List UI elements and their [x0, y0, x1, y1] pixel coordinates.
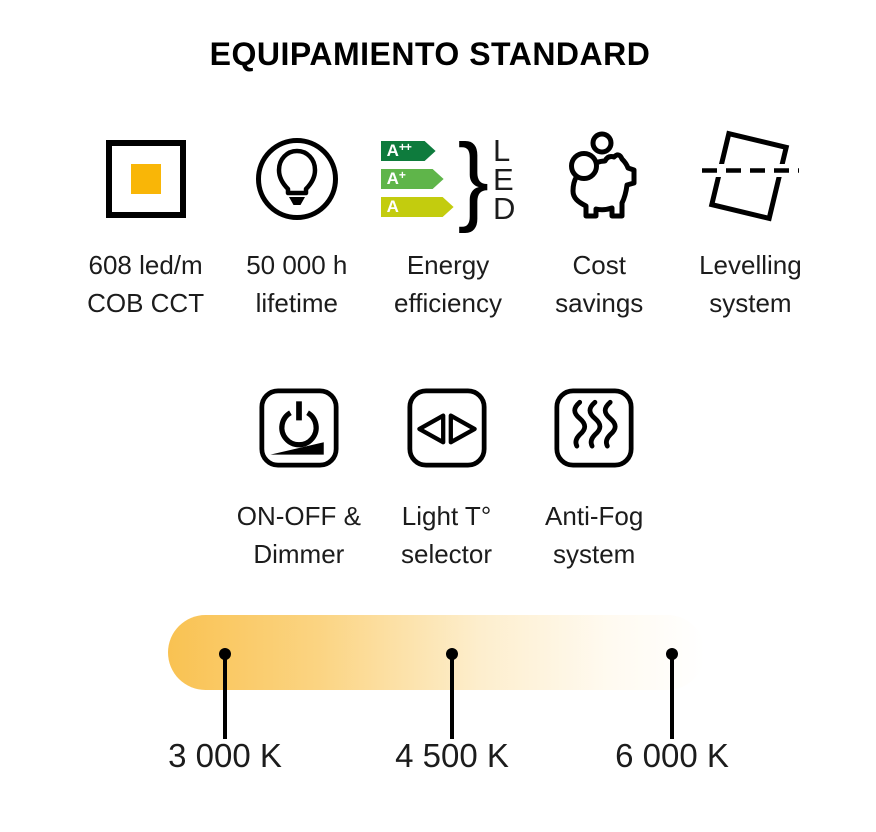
marker-stem [223, 658, 227, 739]
temp-label: 4 500 K [395, 737, 509, 774]
piggy-bank-icon [560, 126, 638, 232]
energy-class-a-plus: A + [381, 169, 444, 189]
brace-glyph: } [457, 123, 490, 234]
feature-anti-fog: Anti-Fog system [520, 387, 668, 573]
levelling-icon [701, 126, 799, 232]
marker-dot [219, 648, 231, 660]
temp-label: 6 000 K [615, 737, 729, 774]
energy-class-a: A [381, 197, 454, 217]
feature-onoff-dimmer: ON-OFF & Dimmer [225, 387, 373, 573]
power-dimmer-icon [259, 387, 339, 469]
page-title: EQUIPAMIENTO STANDARD [209, 36, 651, 72]
feature-caption: ON-OFF & Dimmer [236, 501, 361, 569]
feature-caption: 608 led/m COB CCT [87, 250, 205, 318]
amber-chip [130, 164, 161, 194]
feature-caption: 50 000 h lifetime [246, 250, 348, 318]
light-bulb-icon [255, 126, 339, 232]
feature-energy-efficiency: A ++ A + A } L E D [372, 126, 523, 322]
temperature-selector-icon [406, 387, 487, 469]
temp-label: 3 000 K [168, 737, 282, 774]
feature-light-t-selector: Light T° selector [373, 387, 521, 573]
feature-row-2: ON-OFF & Dimmer Light T° selector [225, 387, 668, 573]
energy-efficiency-icon: A ++ A + A } L E D [381, 123, 516, 234]
anti-fog-icon [554, 387, 634, 469]
feature-caption: Levelling system [699, 250, 802, 318]
feature-caption: Light T° selector [400, 501, 493, 569]
marker-stem [670, 658, 674, 739]
marker-dot [446, 648, 458, 660]
feature-lifetime: 50 000 h lifetime [221, 126, 372, 322]
color-temperature-scale: 3 000 K 4 500 K 6 000 K [0, 615, 876, 795]
feature-caption: Cost savings [555, 250, 644, 318]
led-letters: L E D [493, 132, 516, 226]
feature-caption: Energy efficiency [394, 250, 502, 318]
feature-cob-led: 608 led/m COB CCT [70, 126, 221, 322]
temperature-gradient-bar [168, 615, 705, 690]
feature-row-1: 608 led/m COB CCT 50 000 h lifetime [70, 126, 826, 322]
feature-cost-savings: Cost savings [524, 126, 675, 322]
energy-class-a-plus-plus: A ++ [381, 141, 436, 161]
feature-caption: Anti-Fog system [545, 501, 644, 569]
cob-led-icon [105, 126, 186, 232]
marker-stem [450, 658, 454, 739]
feature-levelling: Levelling system [675, 126, 826, 322]
marker-dot [666, 648, 678, 660]
